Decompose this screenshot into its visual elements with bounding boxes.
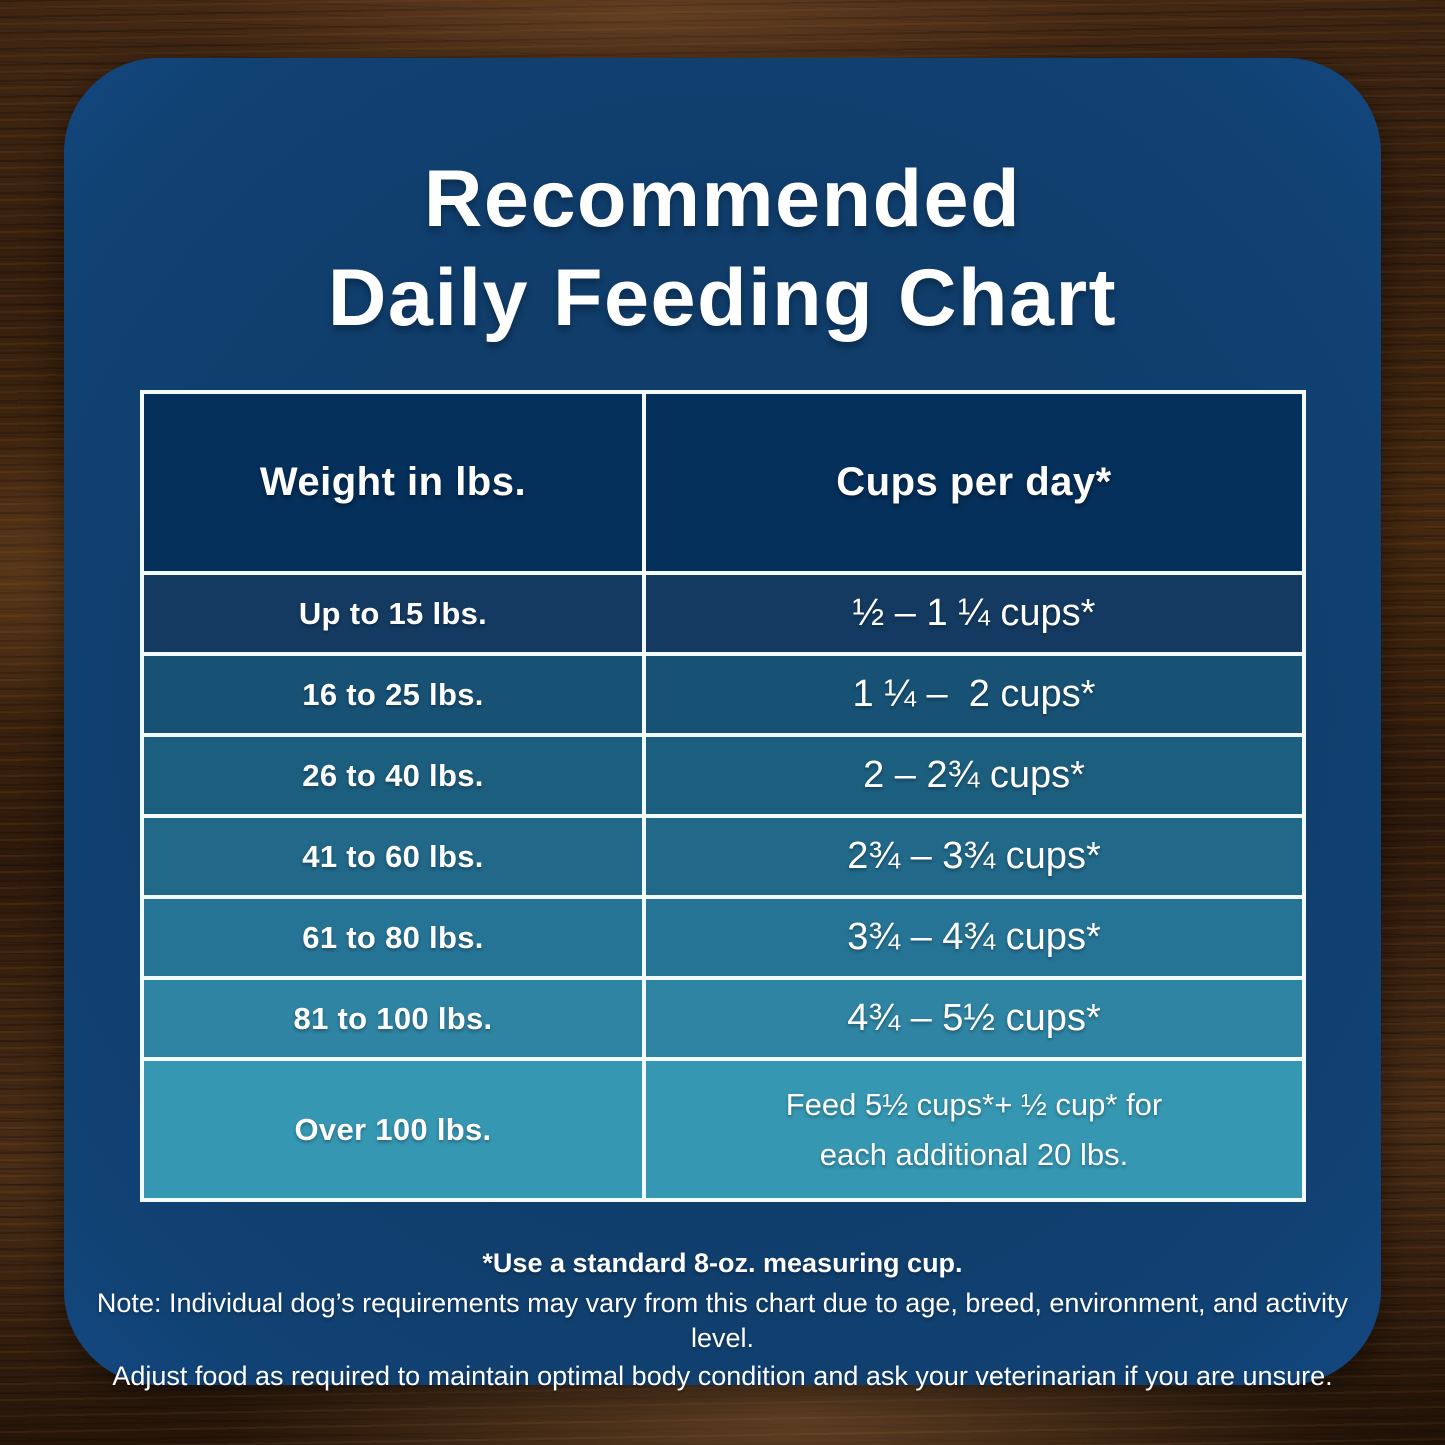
title-line-2: Daily Feeding Chart — [327, 252, 1118, 343]
cups-cell: Feed 5½ cups*+ ½ cup* for each additiona… — [641, 1057, 1307, 1202]
footnote-note-line-1: Note: Individual dog’s requirements may … — [96, 1287, 1349, 1354]
column-header-cups: Cups per day* — [641, 390, 1307, 575]
page-title: Recommended Daily Feeding Chart — [64, 150, 1381, 348]
weight-cell: 81 to 100 lbs. — [140, 976, 646, 1061]
footnote-measuring-cup: *Use a standard 8-oz. measuring cup. — [482, 1248, 963, 1278]
table-header-row: Weight in lbs. Cups per day* — [140, 390, 1307, 575]
weight-cell: 61 to 80 lbs. — [140, 895, 646, 980]
table-row: 61 to 80 lbs. 3¾ – 4¾ cups* — [140, 895, 1307, 980]
cups-cell: 3¾ – 4¾ cups* — [641, 895, 1307, 980]
cups-cell: ½ – 1 ¼ cups* — [641, 571, 1307, 656]
cups-cell: 2¾ – 3¾ cups* — [641, 814, 1307, 899]
feeding-chart-panel: Recommended Daily Feeding Chart Weight i… — [64, 58, 1381, 1391]
cups-cell: 4¾ – 5½ cups* — [641, 976, 1307, 1061]
weight-cell: 26 to 40 lbs. — [140, 733, 646, 818]
footnote-note-line-2: Adjust food as required to maintain opti… — [112, 1360, 1333, 1391]
weight-cell: 41 to 60 lbs. — [140, 814, 646, 899]
footnotes: *Use a standard 8-oz. measuring cup. Not… — [64, 1244, 1381, 1397]
cups-cell: 2 – 2¾ cups* — [641, 733, 1307, 818]
title-line-1: Recommended — [423, 154, 1022, 244]
table-row: Up to 15 lbs. ½ – 1 ¼ cups* — [140, 571, 1307, 656]
weight-cell: 16 to 25 lbs. — [140, 652, 646, 737]
table-row: 41 to 60 lbs. 2¾ – 3¾ cups* — [140, 814, 1307, 899]
cups-cell: 1 ¼ – 2 cups* — [641, 652, 1307, 737]
table-row: 81 to 100 lbs. 4¾ – 5½ cups* — [140, 976, 1307, 1061]
column-header-weight: Weight in lbs. — [140, 390, 646, 575]
table-row: 26 to 40 lbs. 2 – 2¾ cups* — [140, 733, 1307, 818]
table-row: 16 to 25 lbs. 1 ¼ – 2 cups* — [140, 652, 1307, 737]
table-row: Over 100 lbs. Feed 5½ cups*+ ½ cup* for … — [140, 1057, 1307, 1202]
feeding-table: Weight in lbs. Cups per day* Up to 15 lb… — [140, 390, 1307, 1202]
weight-cell: Up to 15 lbs. — [140, 571, 646, 656]
weight-cell: Over 100 lbs. — [140, 1057, 646, 1202]
